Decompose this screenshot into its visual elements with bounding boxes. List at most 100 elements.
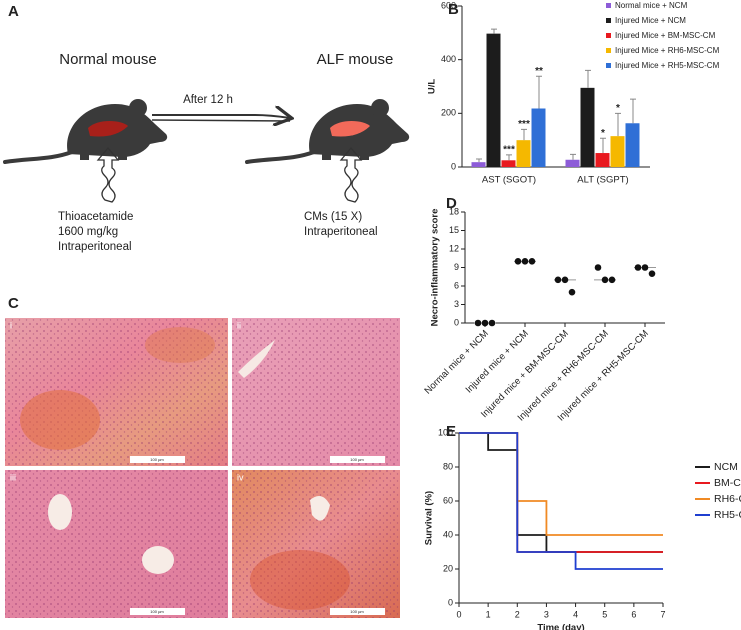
- treatment-text: Intraperitoneal: [58, 241, 132, 253]
- legend-label: RH6-CM: [714, 493, 741, 505]
- image-label: ii: [237, 320, 241, 330]
- data-point: [608, 276, 616, 284]
- y-tick-label: 3: [454, 299, 459, 309]
- legend-swatch: [606, 3, 611, 8]
- y-tick-label: 200: [441, 108, 456, 118]
- error-bar: [630, 98, 636, 124]
- mouse-icon: [3, 99, 168, 164]
- error-bar: [476, 158, 482, 163]
- treatment-text: Thioacetamide: [58, 211, 133, 223]
- y-tick-label: 6: [454, 280, 459, 290]
- error-bar: [521, 128, 527, 141]
- y-tick-label: 9: [454, 262, 459, 272]
- significance: **: [535, 66, 543, 77]
- y-axis-label: Necro-inflammatory score: [430, 209, 441, 327]
- legend-swatch: [606, 63, 611, 68]
- legend-swatch: [606, 33, 611, 38]
- legend-label: BM-CM: [714, 477, 741, 489]
- arrow: [152, 115, 290, 118]
- x-tick-label: 2: [515, 609, 520, 619]
- panel-letter: A: [8, 3, 19, 20]
- y-tick-label: 80: [443, 461, 453, 471]
- x-tick-label: 7: [660, 609, 665, 619]
- data-point: [561, 276, 569, 284]
- data-point: [481, 319, 489, 327]
- legend-label: Normal mice + NCM: [615, 1, 688, 10]
- error-bar: [491, 28, 497, 34]
- error-bar: [536, 75, 542, 109]
- panel-letter: E: [446, 423, 456, 440]
- legend-label: NCM: [714, 461, 738, 473]
- scale-label: 100 µm: [350, 609, 364, 614]
- y-tick-label: 100: [438, 427, 453, 437]
- data-point: [568, 288, 576, 296]
- y-axis-label: U/L: [427, 79, 438, 95]
- data-point: [521, 258, 529, 265]
- error-bar: [585, 69, 591, 88]
- x-tick-label: Normal mice + NCM: [422, 328, 490, 396]
- scale-label: 100 µm: [150, 457, 164, 462]
- y-tick-label: 18: [449, 206, 459, 216]
- y-tick-label: 0: [454, 317, 459, 327]
- panel-letter: C: [8, 295, 19, 312]
- panel-a: A Normal mouse ALF mouse After 12 h Thio…: [3, 3, 410, 253]
- x-tick-label: 3: [544, 609, 549, 619]
- bar: [625, 123, 640, 167]
- treatment-text: 1600 mg/kg: [58, 226, 118, 238]
- bar: [516, 140, 531, 167]
- y-tick-label: 20: [443, 563, 453, 573]
- legend-swatch: [606, 48, 611, 53]
- y-tick-label: 0: [448, 597, 453, 607]
- mouse-label: ALF mouse: [317, 51, 394, 68]
- x-tick-label: ALT (SGPT): [577, 175, 628, 186]
- x-tick-label: 5: [602, 609, 607, 619]
- bar: [486, 33, 501, 167]
- legend-label: Injured Mice + NCM: [615, 16, 686, 25]
- x-tick-label: 4: [573, 609, 578, 619]
- mouse-label: Normal mouse: [59, 51, 157, 68]
- data-point: [594, 264, 602, 271]
- significance: ***: [518, 119, 530, 130]
- x-tick-label: AST (SGOT): [482, 175, 536, 186]
- scale-label: 100 µm: [350, 457, 364, 462]
- legend-label: Injured Mice + RH5-MSC-CM: [615, 61, 720, 70]
- y-tick-label: 12: [449, 243, 459, 253]
- scale-bars: [130, 456, 385, 615]
- x-tick-label: 1: [486, 609, 491, 619]
- x-tick-label: 0: [456, 609, 461, 619]
- data-point: [641, 264, 649, 271]
- bar: [565, 159, 580, 167]
- data-point: [488, 319, 496, 327]
- survival-line: [459, 432, 663, 536]
- error-bar: [615, 112, 621, 137]
- bar: [531, 108, 546, 167]
- y-tick-label: 60: [443, 495, 453, 505]
- bar: [501, 160, 516, 167]
- y-tick-label: 600: [441, 0, 456, 10]
- y-tick-label: 400: [441, 54, 456, 64]
- data-point: [601, 276, 609, 284]
- y-tick-label: 15: [449, 225, 459, 235]
- y-tick-label: 40: [443, 529, 453, 539]
- x-axis-label: Time (day): [537, 623, 584, 630]
- treatment-text: CMs (15 X): [304, 211, 362, 223]
- survival-line: [459, 432, 663, 570]
- bar: [471, 162, 486, 167]
- significance: ***: [503, 145, 515, 156]
- y-axis-label: Survival (%): [424, 491, 435, 545]
- data-point: [474, 319, 482, 327]
- significance: *: [616, 103, 620, 114]
- injection-arrow: [96, 146, 363, 203]
- legend-label: Injured Mice + RH6-MSC-CM: [615, 46, 720, 55]
- panel-letter: B: [448, 1, 459, 18]
- arrow-label: After 12 h: [183, 94, 233, 106]
- error-bar: [570, 153, 576, 160]
- arrow: [151, 119, 291, 122]
- data-point: [554, 276, 562, 284]
- panel-c: C i ii iii iv 100 µm 100 µm 100 µm 10: [5, 295, 400, 618]
- bar: [580, 87, 595, 167]
- data-point: [634, 264, 642, 271]
- error-bar: [600, 137, 606, 154]
- y-tick-label: 0: [451, 161, 456, 171]
